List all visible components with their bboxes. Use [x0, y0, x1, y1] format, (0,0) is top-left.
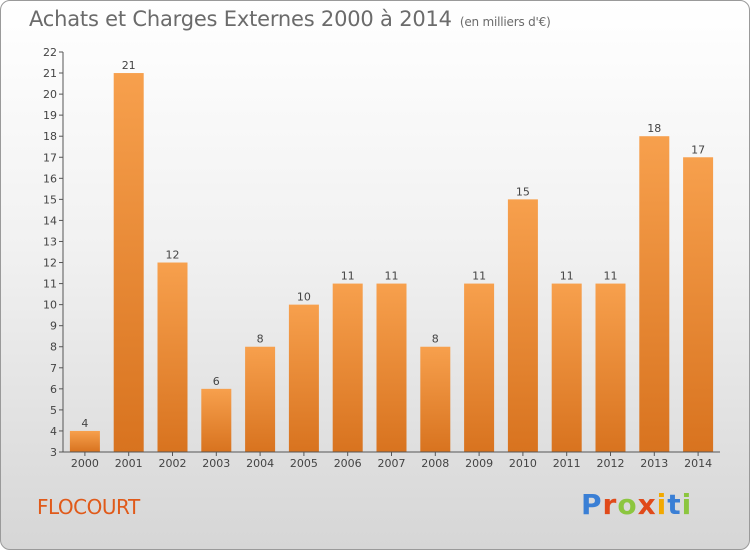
logo-letter: o	[617, 488, 638, 521]
bar-2002	[157, 262, 188, 452]
logo-letter: r	[602, 488, 618, 521]
bar-value-label: 6	[213, 375, 220, 388]
y-tick-label: 17	[43, 151, 57, 164]
x-tick-label: 2001	[115, 457, 143, 470]
y-tick-label: 14	[43, 214, 57, 227]
bar-value-label: 15	[516, 185, 530, 198]
x-tick-label: 2008	[421, 457, 449, 470]
bar-2010	[507, 199, 538, 452]
x-tick-label: 2003	[202, 457, 230, 470]
x-tick-label: 2011	[553, 457, 581, 470]
bar-value-label: 12	[166, 249, 180, 262]
bar-value-label: 8	[432, 333, 439, 346]
proxiti-logo[interactable]: Proxiti	[581, 488, 692, 521]
x-tick-label: 2007	[378, 457, 406, 470]
x-tick-label: 2010	[509, 457, 537, 470]
bar-value-label: 11	[560, 270, 574, 283]
bar-value-label: 11	[472, 270, 486, 283]
y-tick-label: 9	[50, 320, 57, 333]
bar-2005	[288, 304, 319, 452]
y-tick-label: 4	[50, 425, 57, 438]
y-tick-label: 12	[43, 257, 57, 270]
bar-value-label: 4	[81, 417, 88, 430]
bar-2004	[245, 346, 276, 452]
y-tick-label: 20	[43, 88, 57, 101]
x-tick-label: 2009	[465, 457, 493, 470]
y-tick-label: 15	[43, 193, 57, 206]
x-tick-label: 2014	[684, 457, 712, 470]
bar-value-label: 10	[297, 291, 311, 304]
y-tick-label: 19	[43, 109, 57, 122]
y-tick-label: 8	[50, 341, 57, 354]
y-tick-label: 6	[50, 383, 57, 396]
bar-2011	[551, 283, 582, 452]
bars: 4 21 12 6 8 10 11 11 8 11 15 11 11 18 17	[69, 59, 714, 453]
logo-letter: i	[656, 488, 668, 521]
x-tick-label: 2002	[159, 457, 187, 470]
y-tick-label: 22	[43, 46, 57, 59]
y-tick-label: 7	[50, 362, 57, 375]
bar-2008	[420, 346, 451, 452]
y-tick-label: 16	[43, 172, 57, 185]
bar-2014	[683, 157, 714, 452]
bar-2001	[113, 73, 144, 452]
bar-value-label: 18	[647, 122, 661, 135]
y-tick-label: 10	[43, 299, 57, 312]
x-tick-label: 2004	[246, 457, 274, 470]
x-tick-label: 2006	[334, 457, 362, 470]
bar-2013	[639, 136, 670, 453]
x-tick-label: 2000	[71, 457, 99, 470]
bar-2009	[464, 283, 495, 452]
x-tick-label: 2005	[290, 457, 318, 470]
x-axis: 2000 2001 2002 2003 2004 2005 2006 2007 2008 2009…	[63, 451, 720, 470]
town-name: FLOCOURT	[37, 495, 140, 519]
x-tick-label: 2012	[597, 457, 625, 470]
bar-2003	[201, 388, 232, 452]
bar-value-label: 11	[341, 270, 355, 283]
logo-letter: x	[637, 488, 657, 521]
y-tick-label: 3	[50, 446, 57, 459]
logo-letter: t	[667, 488, 682, 521]
bar-2007	[376, 283, 407, 452]
bar-value-label: 11	[385, 270, 399, 283]
bar-2006	[332, 283, 363, 452]
y-tick-label: 18	[43, 130, 57, 143]
y-axis: 3 4 5 6 7 8 9 10 11 12 13 14 15 16 17 18 19 20 21 22	[43, 46, 64, 459]
bar-value-label: 8	[257, 333, 264, 346]
logo-letter: P	[581, 488, 603, 521]
chart-title: Achats et Charges Externes 2000 à 2014 (e…	[29, 7, 551, 31]
x-tick-label: 2013	[640, 457, 668, 470]
chart-title-text: Achats et Charges Externes 2000 à 2014	[29, 7, 452, 31]
chart-unit-label: (en milliers d'€)	[459, 15, 551, 29]
bar-2012	[595, 283, 626, 452]
bar-value-label: 17	[691, 143, 705, 156]
bar-value-label: 21	[122, 59, 136, 72]
bar-2000	[69, 430, 100, 452]
y-tick-label: 21	[43, 67, 57, 80]
bar-value-label: 11	[604, 270, 618, 283]
y-tick-label: 5	[50, 404, 57, 417]
logo-letter: i	[681, 488, 693, 521]
y-tick-label: 11	[43, 278, 57, 291]
y-tick-label: 13	[43, 235, 57, 248]
